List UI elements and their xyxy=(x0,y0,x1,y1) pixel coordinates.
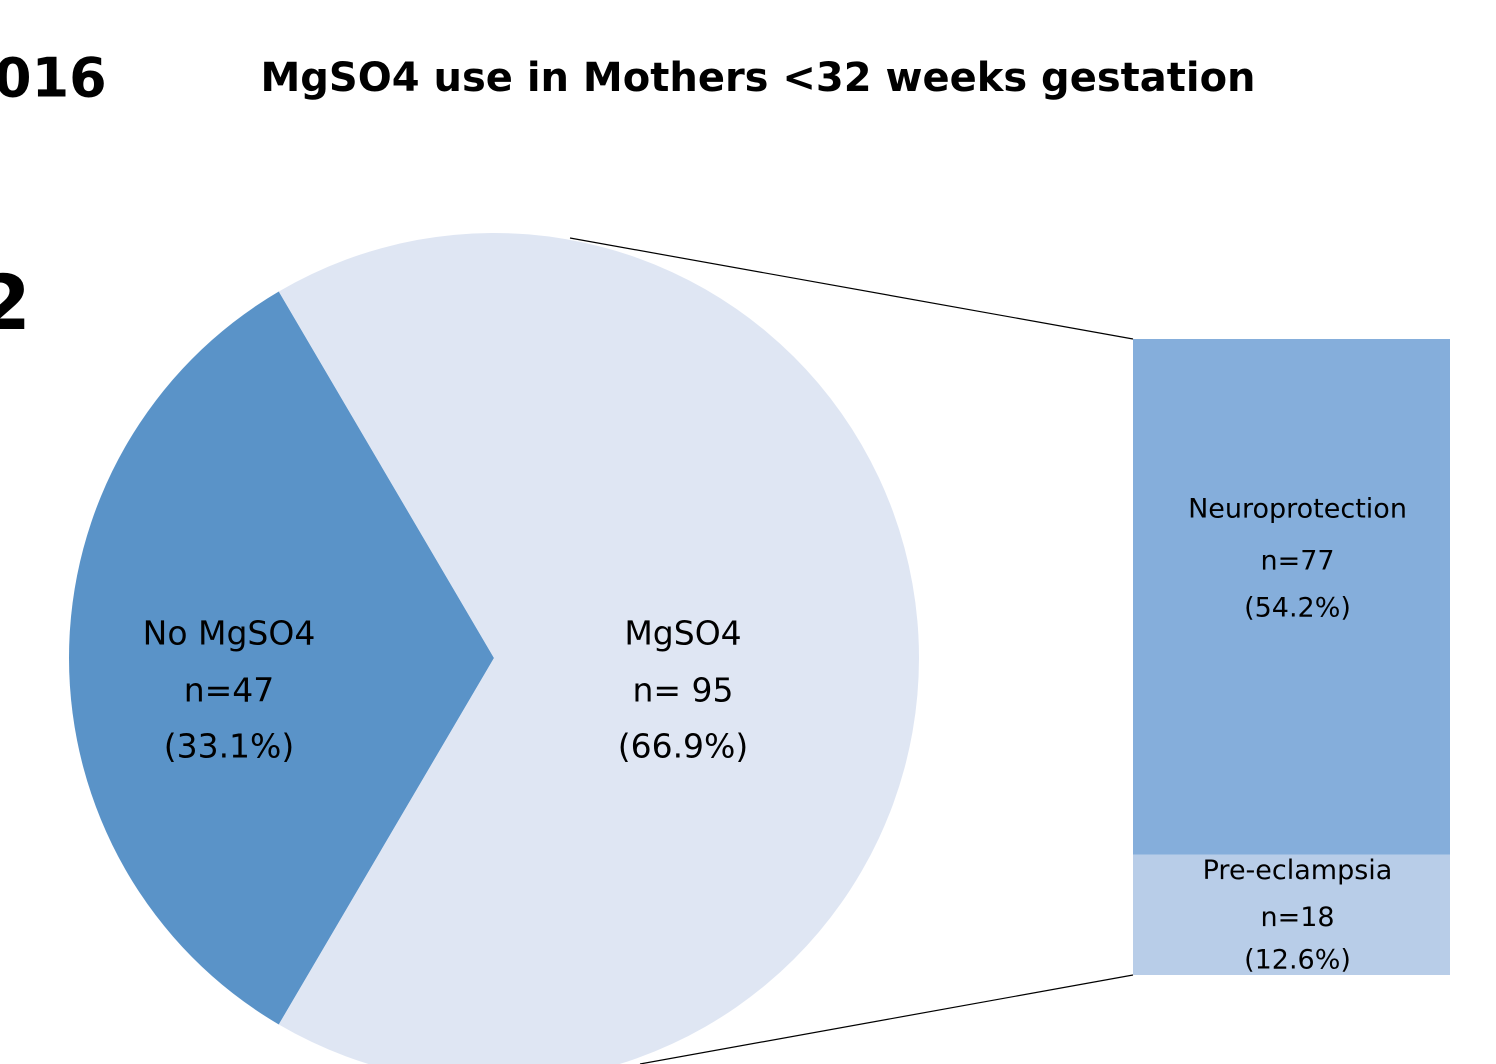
segment-label: Pre-eclampsia xyxy=(1203,855,1393,886)
segment-percent-label: (12.6%) xyxy=(1244,944,1351,975)
slice-percent-label: (66.9%) xyxy=(618,727,749,766)
chart-title: MgSO4 use in Mothers <32 weeks gestation xyxy=(260,55,1255,101)
segment-value-label: n=18 xyxy=(1260,902,1334,933)
cropped-text: 016 xyxy=(0,47,107,110)
slice-value-label: n= 95 xyxy=(632,671,733,710)
bar-segment xyxy=(1133,339,1450,855)
segment-label: Neuroprotection xyxy=(1188,494,1407,525)
slice-label: No MgSO4 xyxy=(143,614,316,653)
segment-value-label: n=77 xyxy=(1260,546,1334,577)
segment-percent-label: (54.2%) xyxy=(1244,592,1351,623)
slice-value-label: n=47 xyxy=(184,671,275,710)
slice-percent-label: (33.1%) xyxy=(164,727,295,766)
pie-slice xyxy=(278,233,920,1064)
slice-label: MgSO4 xyxy=(624,614,741,653)
bar-segment xyxy=(1133,854,1450,975)
pie-slice xyxy=(69,291,494,1025)
connector-line xyxy=(569,237,1134,340)
connector-line xyxy=(639,974,1134,1064)
cropped-text: 2 xyxy=(0,258,31,347)
